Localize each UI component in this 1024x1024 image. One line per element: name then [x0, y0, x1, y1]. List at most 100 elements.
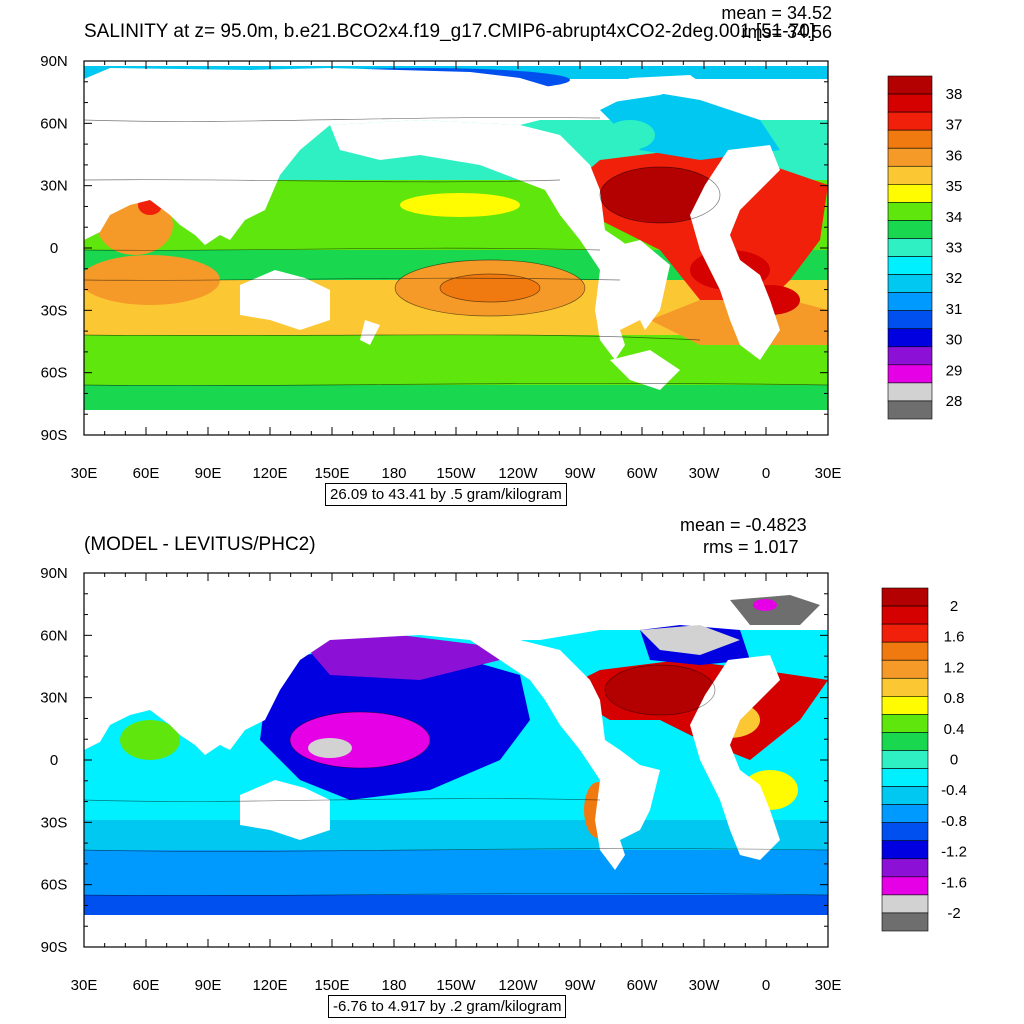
- eurasia-land: [84, 68, 700, 245]
- colorbar-label: 34: [946, 209, 963, 226]
- bottom-colorbar: 2 1.6 1.2 0.8 0.4 0 -0.4 -0.8 -1.2 -1.6 -2: [881, 587, 967, 932]
- colorbar-swatch: [881, 750, 929, 769]
- bottom-y-tick-label: 0: [50, 752, 58, 769]
- bottom-y-tick-label: 30N: [40, 690, 68, 707]
- colorbar-swatch: [887, 202, 933, 221]
- colorbar-label: 0.4: [944, 721, 965, 738]
- top-x-tick-label: 90W: [565, 465, 597, 482]
- colorbar-label: 0.8: [944, 690, 965, 707]
- colorbar-swatch: [887, 292, 933, 311]
- colorbar-label: 30: [946, 332, 963, 349]
- bottom-x-tick-label: 120E: [252, 977, 287, 994]
- colorbar-label: 36: [946, 147, 963, 164]
- top-x-tick-label: 120W: [498, 465, 538, 482]
- top-x-tick-label: 60E: [133, 465, 160, 482]
- top-x-tick-label: 0: [762, 465, 770, 482]
- colorbar-swatch: [881, 822, 929, 842]
- bottom-x-tick-label: 0: [762, 977, 770, 994]
- top-x-tick-label: 30W: [689, 465, 721, 482]
- bottom-y-tick-label: 90N: [40, 565, 68, 582]
- colorbar-swatch: [887, 147, 933, 167]
- colorbar-swatch: [881, 677, 929, 697]
- colorbar-swatch: [887, 274, 933, 293]
- colorbar-label: 2: [950, 598, 958, 615]
- colorbar-label: 38: [946, 86, 963, 103]
- colorbar-swatch: [887, 93, 933, 113]
- bottom-panel-title: (MODEL - LEVITUS/PHC2): [84, 534, 316, 555]
- colorbar-swatch: [881, 659, 929, 679]
- colorbar-swatch: [887, 129, 933, 149]
- top-colorbar: 38 37 36 35 34 33 32 31 30 29 28: [887, 75, 963, 420]
- colorbar-swatch: [881, 786, 929, 805]
- bottom-mean-label: mean = -0.4823: [680, 515, 807, 535]
- colorbar-swatch: [881, 858, 929, 878]
- top-mean-label: mean = 34.52: [721, 3, 832, 23]
- top-x-tick-label: 30E: [71, 465, 98, 482]
- colorbar-swatch: [887, 328, 933, 348]
- top-y-tick-label: 30N: [40, 178, 68, 195]
- bottom-x-tick-label: 150W: [436, 977, 476, 994]
- colorbar-swatch: [881, 876, 929, 896]
- bottom-range-label: -6.76 to 4.917 by .2 gram/kilogram: [328, 995, 567, 1018]
- bottom-y-tick-label: 30S: [41, 814, 68, 831]
- top-y-tick-label: 60N: [40, 115, 68, 132]
- colorbar-label: 28: [946, 393, 963, 410]
- bottom-x-tick-label: 30E: [71, 977, 98, 994]
- colorbar-label: 35: [946, 178, 963, 195]
- top-x-tick-label: 150W: [436, 465, 476, 482]
- australia-land: [240, 270, 330, 330]
- top-salinity-map: [84, 61, 828, 435]
- colorbar-swatch: [881, 894, 929, 914]
- colorbar-swatch: [881, 840, 929, 860]
- colorbar-swatch: [887, 165, 933, 185]
- top-x-tick-label: 90E: [195, 465, 222, 482]
- colorbar-swatch: [887, 382, 933, 402]
- colorbar-swatch: [881, 623, 929, 643]
- bottom-x-tick-label: 60E: [133, 977, 160, 994]
- top-y-tick-label: 0: [50, 240, 58, 257]
- bottom-x-tick-label: 150E: [314, 977, 349, 994]
- colorbar-swatch: [887, 364, 933, 384]
- colorbar-swatch: [881, 768, 929, 787]
- top-y-tick-label: 90S: [41, 427, 68, 444]
- colorbar-swatch: [881, 804, 929, 823]
- top-x-tick-label: 60W: [627, 465, 659, 482]
- colorbar-swatch: [881, 714, 929, 733]
- colorbar-swatch: [887, 256, 933, 275]
- top-y-tick-label: 60S: [41, 365, 68, 382]
- top-y-tick-label: 90N: [40, 53, 68, 70]
- bottom-y-tick-label: 60S: [41, 877, 68, 894]
- colorbar-label: -1.6: [941, 874, 967, 891]
- colorbar-swatch: [881, 587, 929, 607]
- colorbar-label: 0: [950, 752, 958, 769]
- colorbar-label: 1.2: [944, 659, 965, 676]
- bottom-x-tick-label: 30W: [689, 977, 721, 994]
- colorbar-swatch: [887, 220, 933, 239]
- colorbar-label: -2: [947, 905, 960, 922]
- colorbar-label: 32: [946, 270, 963, 287]
- colorbar-swatch: [881, 641, 929, 661]
- colorbar-swatch: [881, 696, 929, 715]
- colorbar-swatch: [881, 605, 929, 625]
- top-y-tick-label: 30S: [41, 302, 68, 319]
- colorbar-label: 33: [946, 240, 963, 257]
- bottom-x-tick-label: 90W: [565, 977, 597, 994]
- top-x-tick-label: 30E: [815, 465, 842, 482]
- colorbar-label: 37: [946, 117, 963, 134]
- colorbar-swatch: [887, 238, 933, 257]
- colorbar-swatch: [887, 346, 933, 366]
- bottom-x-tick-label: 120W: [498, 977, 538, 994]
- bottom-y-tick-label: 60N: [40, 627, 68, 644]
- colorbar-label: -0.4: [941, 782, 967, 799]
- colorbar-label: 1.6: [944, 629, 965, 646]
- americas-land: [330, 120, 660, 360]
- colorbar-swatch: [881, 912, 929, 932]
- africa-land-east: [690, 145, 780, 360]
- top-x-tick-label: 180: [381, 465, 406, 482]
- top-x-tick-label: 150E: [314, 465, 349, 482]
- colorbar-swatch: [887, 310, 933, 330]
- bottom-x-tick-label: 60W: [627, 977, 659, 994]
- colorbar-swatch: [887, 111, 933, 131]
- bottom-y-tick-label: 90S: [41, 939, 68, 956]
- top-panel-title: SALINITY at z= 95.0m, b.e21.BCO2x4.f19_g…: [84, 21, 816, 42]
